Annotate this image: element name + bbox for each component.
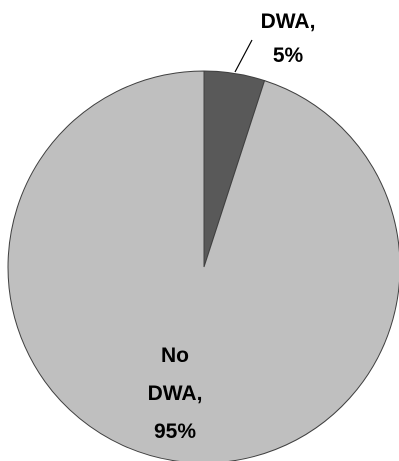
pie-label-dwa: DWA, 5% bbox=[261, 10, 316, 67]
pie-label-line: DWA, bbox=[261, 10, 316, 33]
pie-labels: DWA, 5% No DWA, 95% bbox=[148, 10, 316, 443]
pie-label-line: No bbox=[161, 344, 189, 367]
pie-slice-no-dwa bbox=[7, 70, 399, 461]
dwa-leader-line bbox=[234, 39, 253, 73]
pie-label-line: DWA, bbox=[148, 382, 203, 405]
pie-label-no-dwa: No DWA, 95% bbox=[148, 344, 203, 443]
pie-label-line: 5% bbox=[273, 44, 304, 67]
pie-label-line: 95% bbox=[154, 420, 196, 443]
pie-slices bbox=[7, 70, 399, 461]
